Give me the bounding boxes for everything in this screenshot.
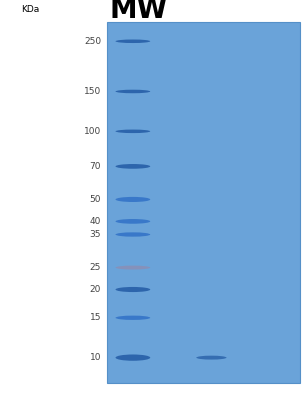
Ellipse shape — [115, 287, 150, 292]
Text: 40: 40 — [90, 217, 101, 226]
Ellipse shape — [115, 266, 150, 270]
Ellipse shape — [196, 356, 226, 360]
Text: 50: 50 — [90, 195, 101, 204]
Ellipse shape — [115, 316, 150, 320]
Ellipse shape — [115, 130, 150, 133]
Ellipse shape — [115, 354, 150, 361]
Text: 25: 25 — [90, 263, 101, 272]
FancyBboxPatch shape — [107, 22, 300, 383]
Ellipse shape — [115, 164, 150, 169]
Ellipse shape — [115, 219, 150, 224]
Ellipse shape — [115, 232, 150, 237]
Text: KDa: KDa — [21, 6, 39, 14]
Text: 35: 35 — [90, 230, 101, 239]
Text: 20: 20 — [90, 285, 101, 294]
Text: 250: 250 — [84, 37, 101, 46]
Text: 10: 10 — [90, 353, 101, 362]
Text: 150: 150 — [84, 87, 101, 96]
Text: 70: 70 — [90, 162, 101, 171]
Ellipse shape — [115, 197, 150, 202]
Text: 15: 15 — [90, 313, 101, 322]
Ellipse shape — [115, 90, 150, 93]
Text: 100: 100 — [84, 127, 101, 136]
Text: MW: MW — [110, 0, 168, 24]
Ellipse shape — [115, 39, 150, 43]
